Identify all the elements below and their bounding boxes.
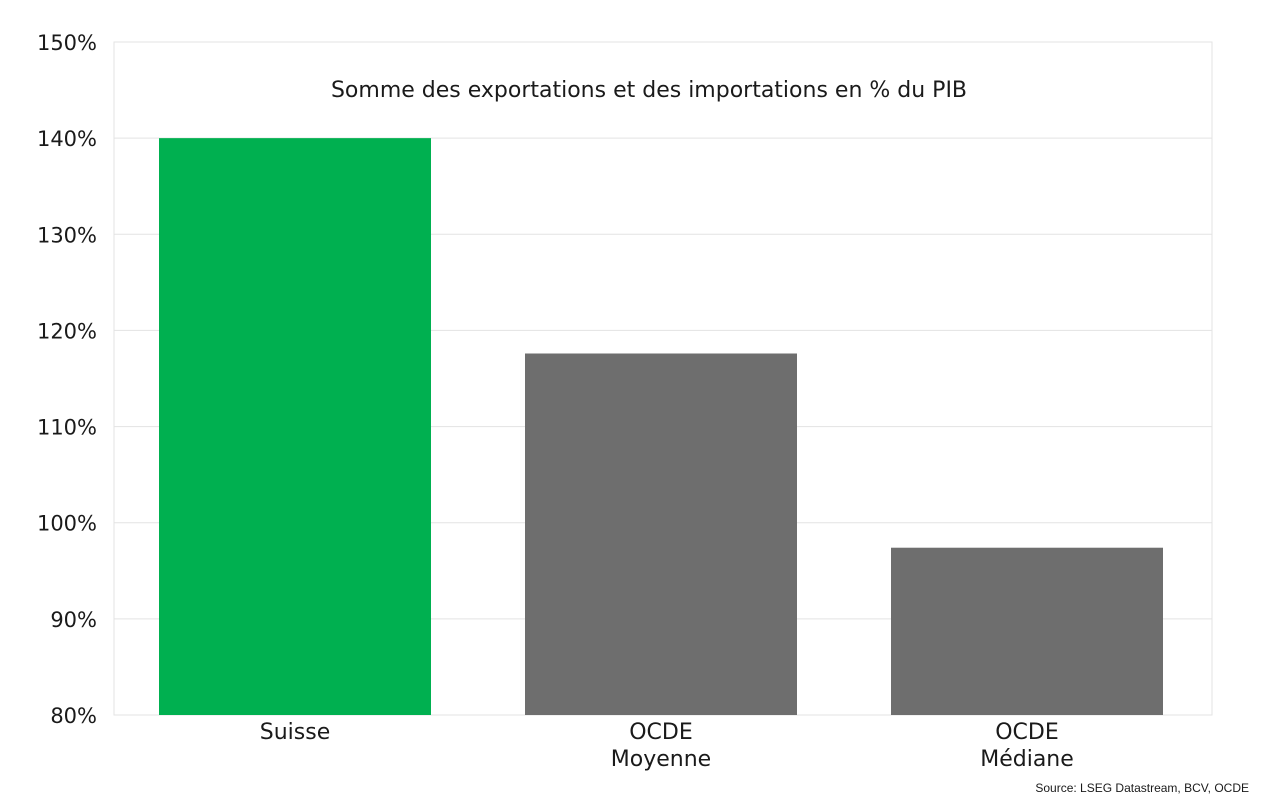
y-tick-label: 130%	[37, 223, 97, 247]
bar-ocde-médiane	[891, 547, 1163, 715]
y-tick-label: 140%	[37, 127, 97, 151]
chart-title: Somme des exportations et des importatio…	[331, 78, 967, 103]
bars	[159, 138, 1163, 716]
x-tick-label: OCDE	[629, 720, 693, 745]
y-tick-label: 120%	[37, 319, 97, 343]
x-tick-label: Médiane	[980, 747, 1074, 772]
y-tick-label: 100%	[37, 512, 97, 536]
bar-suisse	[159, 138, 431, 716]
x-tick-label: Suisse	[260, 720, 330, 745]
y-axis-ticks: 80% 90% 100% 110% 120% 130% 140% 150%	[37, 31, 97, 728]
source-note: Source: LSEG Datastream, BCV, OCDE	[1035, 781, 1249, 795]
bar-ocde-moyenne	[525, 353, 797, 715]
y-tick-label: 80%	[50, 704, 97, 728]
y-tick-label: 110%	[37, 416, 97, 440]
x-tick-label: OCDE	[995, 720, 1059, 745]
y-tick-label: 90%	[50, 608, 97, 632]
x-tick-label: Moyenne	[611, 747, 711, 772]
y-tick-label: 150%	[37, 31, 97, 55]
